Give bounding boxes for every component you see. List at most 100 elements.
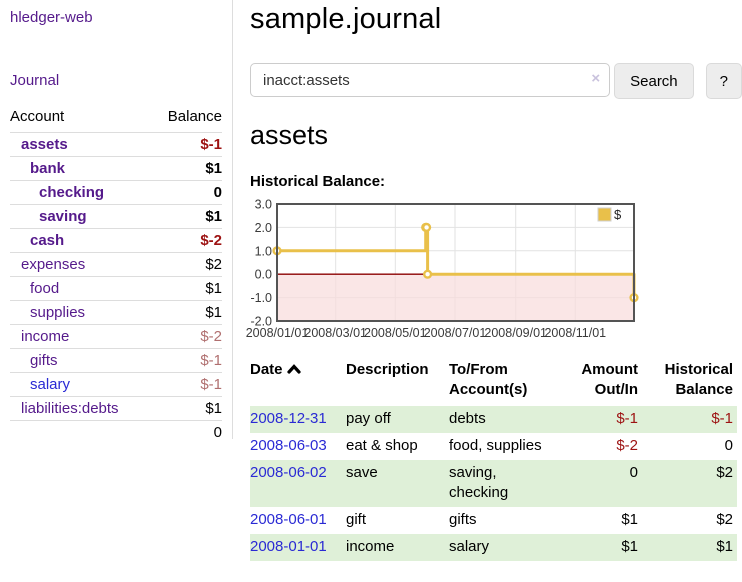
sort-asc-icon [286, 364, 301, 374]
account-balance: 0 [151, 180, 222, 205]
account-row: expenses $2 [10, 252, 222, 277]
date-link[interactable]: 2008-06-03 [250, 437, 327, 454]
accounts-total-value: 0 [151, 420, 222, 444]
account-link-income[interactable]: income [21, 328, 70, 345]
register-header-balance: Historical Balance [664, 361, 733, 398]
date-link[interactable]: 2008-06-01 [250, 511, 327, 528]
svg-text:2008/07/01: 2008/07/01 [424, 326, 487, 340]
register-header-row: Date Description To/From Account(s) Amou… [250, 358, 737, 406]
account-row: assets $-1 [10, 132, 222, 157]
register-cell-date: 2008-01-01 [250, 534, 346, 561]
svg-text:2008/05/01: 2008/05/01 [364, 326, 427, 340]
account-row: gifts $-1 [10, 348, 222, 373]
svg-text:2008/03/01: 2008/03/01 [304, 326, 367, 340]
register-table: Date Description To/From Account(s) Amou… [250, 358, 737, 561]
account-balance: $-1 [151, 348, 222, 373]
register-cell-description: gift [346, 511, 367, 528]
account-row: supplies $1 [10, 300, 222, 325]
account-link-liabilities-debts[interactable]: liabilities:debts [21, 400, 119, 417]
account-link-checking[interactable]: checking [39, 184, 105, 201]
register-row: 2008-06-03 eat & shop food, supplies $-2 0 [250, 433, 737, 460]
account-row: checking 0 [10, 180, 222, 205]
search-button[interactable]: Search [614, 63, 694, 99]
register-cell-description: income [346, 538, 395, 555]
account-balance: $-2 [151, 324, 222, 349]
register-cell-amount: $1 [621, 511, 638, 528]
register-cell-date: 2008-06-03 [250, 433, 346, 460]
register-cell-amount: $-2 [616, 437, 638, 454]
sidebar-item-journal[interactable]: Journal [10, 72, 60, 89]
brand-link[interactable]: hledger-web [10, 9, 93, 26]
account-balance: $-2 [151, 228, 222, 253]
account-balance: $1 [151, 300, 222, 325]
svg-text:2008/01/01: 2008/01/01 [246, 326, 308, 340]
account-link-gifts[interactable]: gifts [30, 352, 58, 369]
page-title: sample.journal [250, 3, 442, 35]
sidebar: hledger-web Journal Account Balance asse… [0, 0, 233, 444]
main-panel: sample.journal × Search ? assets Histori… [246, 0, 742, 561]
register-cell-accounts: salary [449, 538, 490, 555]
register-cell-balance: $1 [716, 538, 733, 555]
register-header-date[interactable]: Date [250, 358, 346, 406]
svg-text:2008/11/01: 2008/11/01 [544, 326, 606, 340]
register-cell-accounts: saving, checking [449, 464, 509, 501]
register-header-accounts: To/From Account(s) [449, 361, 528, 398]
register-cell-date: 2008-06-01 [250, 507, 346, 534]
search-input[interactable] [250, 63, 611, 97]
register-cell-accounts: food, supplies [449, 437, 542, 454]
clear-search-icon[interactable]: × [591, 70, 601, 87]
account-balance: $-1 [151, 132, 222, 157]
svg-text:2008/09/01: 2008/09/01 [484, 326, 547, 340]
register-cell-accounts: gifts [449, 511, 477, 528]
register-cell-description: pay off [346, 410, 391, 427]
register-cell-date: 2008-12-31 [250, 406, 346, 433]
date-link[interactable]: 2008-12-31 [250, 410, 327, 427]
account-balance: $1 [151, 396, 222, 421]
svg-text:3.0: 3.0 [255, 199, 272, 212]
register-row: 2008-01-01 income salary $1 $1 [250, 534, 737, 561]
svg-text:2.0: 2.0 [255, 221, 272, 235]
svg-text:1.0: 1.0 [255, 244, 272, 258]
accounts-header-account: Account [10, 108, 65, 125]
account-link-bank[interactable]: bank [30, 160, 66, 177]
svg-text:-2.0: -2.0 [250, 315, 272, 329]
account-link-expenses[interactable]: expenses [21, 256, 86, 273]
register-header-description: Description [346, 361, 429, 378]
register-cell-accounts: debts [449, 410, 486, 427]
register-cell-balance: $-1 [711, 410, 733, 427]
register-cell-balance: 0 [724, 437, 733, 454]
account-row: liabilities:debts $1 [10, 396, 222, 421]
account-link-salary[interactable]: salary [30, 376, 71, 393]
account-link-supplies[interactable]: supplies [30, 304, 86, 321]
account-balance: $1 [151, 204, 222, 229]
account-link-food[interactable]: food [30, 280, 60, 297]
account-balance: $1 [151, 156, 222, 181]
register-row: 2008-12-31 pay off debts $-1 $-1 [250, 406, 737, 433]
register-cell-description: save [346, 464, 378, 481]
register-header-amount: Amount Out/In [581, 361, 638, 398]
account-balance: $1 [151, 276, 222, 301]
account-balance: $2 [151, 252, 222, 277]
register-cell-balance: $2 [716, 464, 733, 481]
register-cell-balance: $2 [716, 511, 733, 528]
account-heading: assets [250, 120, 329, 150]
register-row: 2008-06-01 gift gifts $1 $2 [250, 507, 737, 534]
accounts-table: Account Balance assets $-1 bank $1 checking 0… [10, 104, 222, 444]
search-form: × Search ? [250, 63, 742, 99]
account-link-cash[interactable]: cash [30, 232, 65, 249]
historical-balance-chart: $3.0 2.0 1.0 0.0 -1.0 -2.0 2008/01/01 2008/03/0… [246, 198, 646, 347]
date-link[interactable]: 2008-01-01 [250, 538, 327, 555]
search-field-wrap: × [250, 63, 611, 99]
accounts-total-row: 0 [10, 420, 222, 444]
account-row: saving $1 [10, 204, 222, 229]
register-cell-amount: 0 [629, 464, 638, 481]
account-link-saving[interactable]: saving [39, 208, 87, 225]
account-row: food $1 [10, 276, 222, 301]
accounts-header-balance: Balance [167, 108, 222, 125]
help-button[interactable]: ? [705, 63, 742, 99]
account-link-assets[interactable]: assets [21, 136, 68, 153]
account-row: cash $-2 [10, 228, 222, 253]
register-cell-amount: $1 [621, 538, 638, 555]
date-link[interactable]: 2008-06-02 [250, 464, 327, 481]
account-row: bank $1 [10, 156, 222, 181]
